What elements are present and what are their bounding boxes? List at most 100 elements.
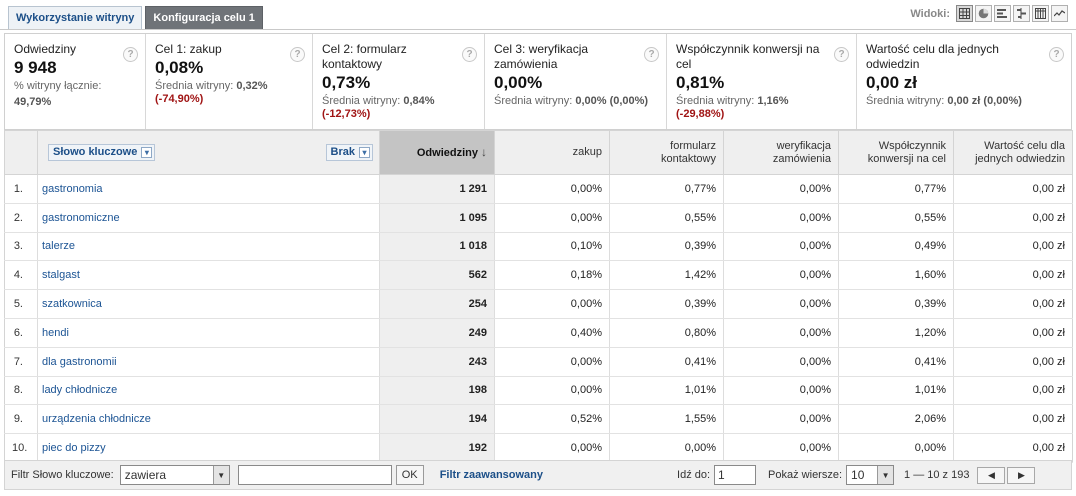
table-row: 4. stalgast 562 0,18% 1,42% 0,00% 1,60% 0,00 zł bbox=[4, 260, 1073, 291]
filter-input[interactable] bbox=[237, 465, 392, 485]
filter-mode-select[interactable]: zawiera ▼ bbox=[119, 465, 230, 485]
keyword-link[interactable]: piec do pizzy bbox=[42, 442, 106, 455]
keyword-link[interactable]: stalgast bbox=[42, 269, 80, 282]
tab-goal-set-1[interactable]: Konfiguracja celu 1 bbox=[145, 6, 263, 30]
metric-label: Cel 2: formularz kontaktowy bbox=[322, 42, 407, 71]
metric-value: 9 948 bbox=[14, 58, 57, 77]
pivot-view-icon[interactable] bbox=[1032, 5, 1049, 22]
goal-scorecard: Odwiedziny 9 948 % witryny łącznie: 49,7… bbox=[4, 33, 1072, 130]
filter-ok-button[interactable]: OK bbox=[395, 465, 424, 485]
row-number: 9. bbox=[4, 404, 38, 435]
col-goal-1[interactable]: zakup bbox=[494, 130, 610, 175]
goto-input[interactable]: 1 bbox=[714, 465, 757, 485]
col-goal-2[interactable]: formularz kontaktowy bbox=[609, 130, 724, 175]
goal-2-cell: 0,39% bbox=[609, 232, 724, 262]
view-switcher: Widoki: bbox=[910, 5, 1068, 22]
views-label: Widoki: bbox=[910, 7, 950, 20]
metric-label: Cel 3: weryfikacja zamówienia bbox=[494, 42, 589, 71]
comparison-view-icon[interactable] bbox=[1013, 5, 1030, 22]
metric-site-average: Średnia witryny: 1,16% bbox=[676, 95, 789, 107]
goal-value-cell: 0,00 zł bbox=[953, 318, 1073, 348]
performance-view-icon[interactable] bbox=[994, 5, 1011, 22]
row-number-header bbox=[4, 130, 38, 175]
table-header-row: Słowo kluczowe ▾ Brak ▾ Odwiedziny ↓ zakup … bbox=[4, 130, 1073, 175]
metric-site-average: Średnia witryny: 0,84% bbox=[322, 95, 435, 107]
keyword-link[interactable]: dla gastronomii bbox=[42, 355, 117, 368]
prev-page-button[interactable]: ◀ bbox=[977, 466, 1006, 484]
keyword-table: Słowo kluczowe ▾ Brak ▾ Odwiedziny ↓ zakup … bbox=[4, 130, 1073, 463]
metric-change: (-74,90%) bbox=[155, 93, 204, 105]
metric-value: 0,00 zł bbox=[866, 73, 918, 92]
tab-site-usage[interactable]: Wykorzystanie witryny bbox=[8, 6, 143, 30]
metric-value: 0,00% bbox=[494, 73, 543, 92]
keyword-link[interactable]: lady chłodnicze bbox=[42, 384, 118, 397]
show-rows-select[interactable]: 10 ▼ bbox=[846, 465, 895, 485]
metric-change: (-29,88%) bbox=[676, 108, 725, 120]
primary-dimension-select[interactable]: Słowo kluczowe ▾ bbox=[48, 144, 156, 161]
col-goal-value[interactable]: Wartość celu dla jednych odwiedzin bbox=[953, 130, 1073, 175]
keyword-cell: piec do pizzy bbox=[37, 433, 380, 463]
col-conversion-rate[interactable]: Współczynnik konwersji na cel bbox=[838, 130, 954, 175]
col-visits[interactable]: Odwiedziny ↓ bbox=[379, 130, 495, 175]
visits-cell: 194 bbox=[379, 404, 495, 435]
conversion-rate-cell: 0,39% bbox=[838, 289, 954, 319]
metric-label: Odwiedziny bbox=[14, 42, 77, 56]
help-icon[interactable]: ? bbox=[462, 47, 477, 62]
metric-conversion-rate: Współczynnik konwersji na cel 0,81% Śred… bbox=[667, 34, 857, 129]
goal-3-cell: 0,00% bbox=[723, 433, 839, 463]
goal-3-cell: 0,00% bbox=[723, 404, 839, 435]
keyword-link[interactable]: hendi bbox=[42, 326, 69, 339]
help-icon[interactable]: ? bbox=[644, 47, 659, 62]
keyword-link[interactable]: szatkownica bbox=[42, 298, 102, 311]
pie-view-icon[interactable] bbox=[975, 5, 992, 22]
metric-site-average: Średnia witryny: 0,00% (0,00%) bbox=[494, 95, 649, 107]
secondary-dimension-select[interactable]: Brak ▾ bbox=[325, 144, 373, 161]
goal-value-cell: 0,00 zł bbox=[953, 376, 1073, 406]
goal-value-cell: 0,00 zł bbox=[953, 232, 1073, 262]
show-rows-label: Pokaż wiersze: bbox=[768, 469, 843, 481]
metric-goal-2: Cel 2: formularz kontaktowy 0,73% Średni… bbox=[313, 34, 485, 129]
table-view-icon[interactable] bbox=[956, 5, 973, 22]
row-number: 8. bbox=[4, 376, 38, 406]
goal-1-cell: 0,00% bbox=[494, 289, 610, 319]
goal-1-cell: 0,00% bbox=[494, 347, 610, 377]
goal-1-cell: 0,40% bbox=[494, 318, 610, 348]
table-row: 7. dla gastronomii 243 0,00% 0,41% 0,00% 0,41%… bbox=[4, 347, 1073, 377]
chevron-left-icon: ◀ bbox=[988, 469, 995, 480]
keyword-link[interactable]: talerze bbox=[42, 240, 76, 253]
conversion-rate-cell: 0,41% bbox=[838, 347, 954, 377]
help-icon[interactable]: ? bbox=[290, 47, 305, 62]
goal-1-cell: 0,00% bbox=[494, 174, 610, 204]
goal-value-cell: 0,00 zł bbox=[953, 260, 1073, 291]
conversion-rate-cell: 0,49% bbox=[838, 232, 954, 262]
help-icon[interactable]: ? bbox=[1049, 47, 1064, 62]
visits-cell: 1 291 bbox=[379, 174, 495, 204]
goal-2-cell: 0,55% bbox=[609, 203, 724, 233]
help-icon[interactable]: ? bbox=[834, 47, 849, 62]
keyword-cell: lady chłodnicze bbox=[37, 376, 380, 406]
conversion-rate-cell: 2,06% bbox=[838, 404, 954, 435]
filter-label: Filtr Słowo kluczowe: bbox=[11, 469, 114, 481]
keyword-link[interactable]: urządzenia chłodnicze bbox=[42, 413, 151, 426]
goal-3-cell: 0,00% bbox=[723, 232, 839, 262]
advanced-filter-link[interactable]: Filtr zaawansowany bbox=[439, 469, 544, 481]
help-icon[interactable]: ? bbox=[123, 47, 138, 62]
table-footer: Filtr Słowo kluczowe: zawiera ▼ OK Filtr … bbox=[4, 460, 1072, 490]
row-number: 5. bbox=[4, 289, 38, 319]
keyword-cell: dla gastronomii bbox=[37, 347, 380, 377]
goal-2-cell: 0,00% bbox=[609, 433, 724, 463]
col-goal-3[interactable]: weryfikacja zamówienia bbox=[723, 130, 839, 175]
next-page-button[interactable]: ▶ bbox=[1007, 466, 1036, 484]
visits-cell: 243 bbox=[379, 347, 495, 377]
keyword-link[interactable]: gastronomiczne bbox=[42, 211, 120, 224]
visits-cell: 249 bbox=[379, 318, 495, 348]
keyword-link[interactable]: gastronomia bbox=[42, 182, 103, 195]
row-number: 2. bbox=[4, 203, 38, 233]
metric-label: Wartość celu dla jednych odwiedzin bbox=[866, 42, 999, 71]
keyword-cell: gastronomia bbox=[37, 174, 380, 204]
metric-value: 0,08% bbox=[155, 58, 204, 77]
term-cloud-icon[interactable] bbox=[1051, 5, 1068, 22]
dimension-header: Słowo kluczowe ▾ Brak ▾ bbox=[37, 130, 380, 175]
table-row: 10. piec do pizzy 192 0,00% 0,00% 0,00% 0,00% 0… bbox=[4, 433, 1073, 463]
goal-3-cell: 0,00% bbox=[723, 347, 839, 377]
